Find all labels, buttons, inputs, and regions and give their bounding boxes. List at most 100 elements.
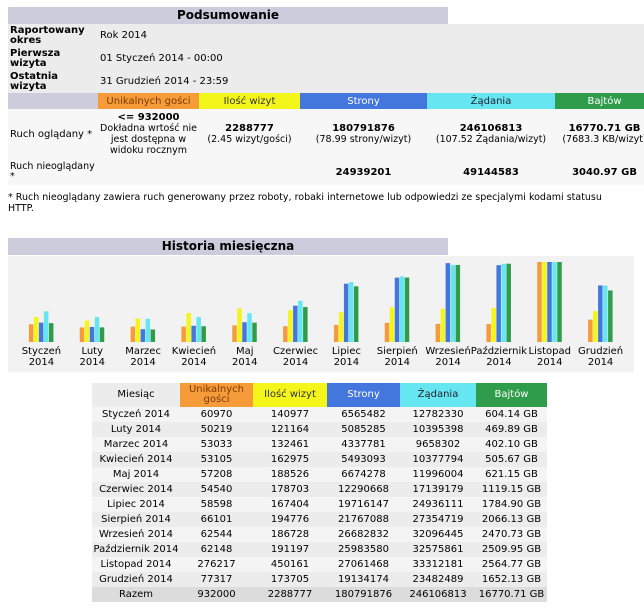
tick-label: Listopad [529, 346, 571, 357]
tick-label: Wrzesień [425, 345, 470, 357]
cell-bytes: 2470.73 GB [476, 527, 547, 542]
cell-pages: 27061468 [327, 557, 400, 572]
tick-label: Styczeń [22, 345, 61, 357]
bar-4-10 [557, 262, 562, 342]
table-row: Listopad 2014 276217 450161 27061468 3331218… [92, 557, 547, 572]
cell-visits: 178703 [253, 482, 327, 497]
bar-3-2 [145, 318, 151, 342]
bar-2-2 [140, 329, 146, 342]
tick-label: Luty [81, 346, 103, 357]
cell-visits: 450161 [253, 557, 327, 572]
period-value: Rok 2014 [98, 24, 644, 47]
viewed-pages: 180791876 [332, 123, 395, 134]
cell-visits: 186728 [253, 527, 327, 542]
cell-hits: 24936111 [400, 497, 476, 512]
bar-0-6 [333, 325, 339, 342]
cell-pages: 6674278 [327, 467, 400, 482]
cell-pages: 26682832 [327, 527, 400, 542]
viewed-pages-sub: (78.99 strony/wizyt) [315, 134, 412, 145]
cell-visitors: 54540 [180, 482, 253, 497]
last-visit-label: Ostatnia wizyta [8, 70, 98, 93]
cell-hits: 33312181 [400, 557, 476, 572]
cell-bytes: 621.15 GB [476, 467, 547, 482]
bar-1-2 [135, 318, 141, 342]
table-row: Luty 2014 50219 121164 5085285 10395398 469.8… [92, 422, 547, 437]
table-row: Wrzesień 2014 62544 186728 26682832 32096445… [92, 527, 547, 542]
bar-2-7 [394, 277, 400, 342]
tick-label: 2014 [80, 357, 105, 368]
traffic-footnote: * Ruch nieoglądany zawiera ruch generowa… [8, 192, 602, 214]
total-bytes: 16770.71 GB [476, 587, 547, 602]
monthly-history-table: Miesiąc Unikalnych gości Ilość wizyt Str… [92, 383, 547, 602]
cell-visitors: 62148 [180, 542, 253, 557]
cell-visitors: 66101 [180, 512, 253, 527]
bar-3-9 [501, 263, 506, 342]
bar-3-8 [450, 264, 456, 342]
bar-2-6 [343, 283, 349, 342]
cell-month: Marzec 2014 [92, 437, 180, 452]
cell-bytes: 2509.95 GB [476, 542, 547, 557]
tick-label: Grudzień [578, 345, 623, 357]
cell-hits: 11996004 [400, 467, 476, 482]
not-viewed-hits: 49144583 [427, 159, 555, 185]
bar-0-0 [28, 324, 34, 342]
bar-2-5 [293, 305, 298, 342]
cell-pages: 12290668 [327, 482, 400, 497]
table-row: Grudzień 2014 77317 173705 19134174 23482489… [92, 572, 547, 587]
col-header-pages: Strony [327, 383, 400, 407]
table-row: Czerwiec 2014 54540 178703 12290668 17139179… [92, 482, 547, 497]
cell-pages: 5085285 [327, 422, 400, 437]
cell-month: Luty 2014 [92, 422, 180, 437]
tick-label: Lipiec [332, 346, 361, 357]
cell-visitors: 57208 [180, 467, 253, 482]
bar-4-0 [48, 323, 54, 342]
total-pages: 180791876 [327, 587, 400, 602]
cell-month: Kwiecień 2014 [92, 452, 180, 467]
cell-hits: 17139179 [400, 482, 476, 497]
summary-title: Podsumowanie [8, 7, 448, 24]
bar-1-9 [491, 308, 496, 342]
cell-bytes: 1784.90 GB [476, 497, 547, 512]
bar-3-1 [94, 317, 100, 342]
col-header-bytes: Bajtów [555, 93, 644, 109]
cell-month: Listopad 2014 [92, 557, 180, 572]
bar-1-5 [288, 310, 293, 342]
cell-pages: 6565482 [327, 407, 400, 422]
cell-hits: 10377794 [400, 452, 476, 467]
bar-4-1 [99, 327, 105, 342]
total-visits: 2288777 [253, 587, 327, 602]
bar-3-7 [399, 276, 405, 342]
cell-visitors: 276217 [180, 557, 253, 572]
bar-0-1 [79, 327, 85, 342]
bar-4-11 [608, 290, 613, 342]
cell-visitors: 50219 [180, 422, 253, 437]
table-row: Sierpień 2014 66101 194776 21767088 27354719… [92, 512, 547, 527]
bar-2-8 [445, 263, 451, 342]
bar-1-0 [33, 316, 39, 342]
bar-1-6 [338, 312, 344, 342]
cell-visits: 140977 [253, 407, 327, 422]
table-row: Styczeń 2014 60970 140977 6565482 12782330 60… [92, 407, 547, 422]
tick-label: 2014 [435, 357, 460, 368]
tick-label: 2014 [232, 357, 257, 368]
cell-bytes: 505.67 GB [476, 452, 547, 467]
cell-hits: 12782330 [400, 407, 476, 422]
cell-pages: 21767088 [327, 512, 400, 527]
viewed-traffic-label: Ruch oglądany * [8, 109, 98, 159]
bar-2-9 [496, 265, 501, 342]
bar-4-5 [303, 307, 308, 342]
cell-visitors: 53033 [180, 437, 253, 452]
cell-month: Grudzień 2014 [92, 572, 180, 587]
bar-1-1 [84, 320, 90, 342]
bar-2-3 [191, 325, 196, 342]
col-header-month: Miesiąc [92, 383, 180, 407]
bar-0-11 [588, 319, 593, 342]
cell-visits: 167404 [253, 497, 327, 512]
cell-pages: 25983580 [327, 542, 400, 557]
table-row: Lipiec 2014 58598 167404 19716147 24936111 17… [92, 497, 547, 512]
monthly-history-title: Historia miesięczna [8, 238, 448, 255]
table-row: Październik 2014 62148 191197 25983580 32575… [92, 542, 547, 557]
tick-label: Sierpień [377, 345, 418, 357]
cell-month: Wrzesień 2014 [92, 527, 180, 542]
bar-0-8 [435, 323, 441, 342]
